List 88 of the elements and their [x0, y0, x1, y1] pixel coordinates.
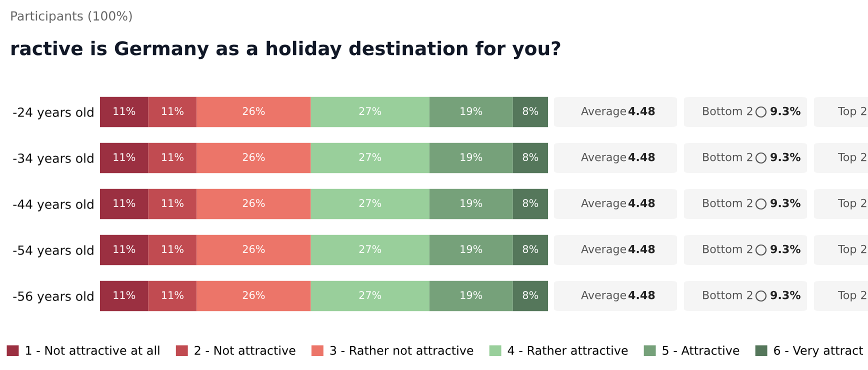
bar: [310, 188, 430, 220]
y-tick-label: -44 years old: [13, 199, 94, 212]
text: Average 4.48: [581, 290, 655, 302]
data-label: 26%: [242, 107, 265, 116]
data-label: 11%: [114, 107, 136, 116]
legend-label: 5 - Attractive: [662, 346, 740, 355]
bar: [196, 96, 311, 128]
legend-label: 1 - Not attractive at all: [26, 346, 160, 355]
text: Top 2: [838, 290, 866, 302]
data-label: 11%: [162, 153, 184, 162]
bar: [429, 96, 513, 128]
data-label: 11%: [162, 291, 184, 300]
text: Average 4.48: [581, 152, 655, 164]
data-label: 19%: [460, 107, 482, 116]
text: Top 2: [838, 152, 866, 164]
bar: [100, 188, 148, 220]
text: Bottom 2 9.3%: [703, 152, 800, 162]
data-label: 26%: [242, 153, 265, 162]
legend-label: 3 - Rather not attractive: [330, 346, 474, 355]
bar: [429, 142, 513, 174]
y-tick-label: -56 years old: [13, 291, 94, 304]
text: Bottom 2 9.3%: [703, 244, 800, 254]
bar: [100, 96, 148, 128]
bar: [512, 234, 548, 266]
chart-title: ractive is Germany as a holiday destination for you?: [12, 40, 560, 60]
data-label: 8%: [522, 291, 538, 300]
y-tick-label: -54 years old: [13, 245, 94, 258]
legend-label: 4 - Rather attractive: [508, 346, 628, 355]
bar: [100, 280, 148, 312]
text: Bottom 2 9.3%: [703, 290, 800, 300]
bar: [429, 188, 513, 220]
data-label: 11%: [114, 245, 136, 254]
data-label: 27%: [359, 245, 382, 254]
bar: [512, 280, 548, 312]
bar: [196, 142, 311, 174]
legend-label: 6 - Very attract: [774, 346, 864, 358]
data-label: 19%: [460, 291, 482, 300]
bar: [196, 234, 311, 266]
text: Average 4.48: [581, 106, 655, 118]
bar: [429, 280, 513, 312]
data-label: 19%: [460, 245, 482, 254]
data-label: 27%: [359, 107, 382, 116]
y-tick-label: -34 years old: [13, 153, 94, 166]
data-label: 26%: [242, 291, 265, 300]
data-label: 8%: [522, 199, 538, 208]
bar: [148, 96, 197, 128]
bar: [310, 280, 430, 312]
bar: [512, 96, 548, 128]
text: Bottom 2 9.3%: [703, 106, 800, 116]
data-label: 11%: [162, 107, 184, 116]
bar: [310, 234, 430, 266]
data-label: 26%: [242, 199, 265, 208]
bar: [148, 188, 197, 220]
bar: [429, 234, 513, 266]
data-label: 11%: [114, 153, 136, 162]
data-label: 27%: [359, 199, 382, 208]
data-label: 8%: [522, 245, 538, 254]
text: Bottom 2 9.3%: [703, 198, 800, 208]
text: Top 2: [838, 106, 866, 118]
data-label: 27%: [359, 291, 382, 300]
data-label: 11%: [162, 199, 184, 208]
data-label: 19%: [460, 153, 482, 162]
bar: [100, 234, 148, 266]
data-label: 8%: [522, 107, 538, 116]
data-label: 27%: [359, 153, 382, 162]
data-label: 26%: [242, 245, 265, 254]
bar: [148, 234, 197, 266]
data-label: 11%: [162, 245, 184, 254]
text: Average 4.48: [581, 244, 655, 256]
legend-label: 2 - Not attractive: [194, 346, 296, 355]
data-label: 19%: [460, 199, 482, 208]
data-label: 11%: [114, 291, 136, 300]
bar: [512, 142, 548, 174]
bar: [310, 96, 430, 128]
text: Average 4.48: [581, 198, 655, 210]
bar: [148, 142, 197, 174]
bar: [512, 188, 548, 220]
bar: [100, 142, 148, 174]
data-label: 8%: [522, 153, 538, 162]
text: Top 2: [838, 244, 866, 256]
data-label: 11%: [114, 199, 136, 208]
bar: [196, 280, 311, 312]
bar: [310, 142, 430, 174]
bar: [148, 280, 197, 312]
chart-subtitle: Participants (100%): [11, 10, 132, 24]
bar: [196, 188, 311, 220]
y-tick-label: -24 years old: [13, 107, 94, 120]
text: Top 2: [838, 198, 866, 210]
